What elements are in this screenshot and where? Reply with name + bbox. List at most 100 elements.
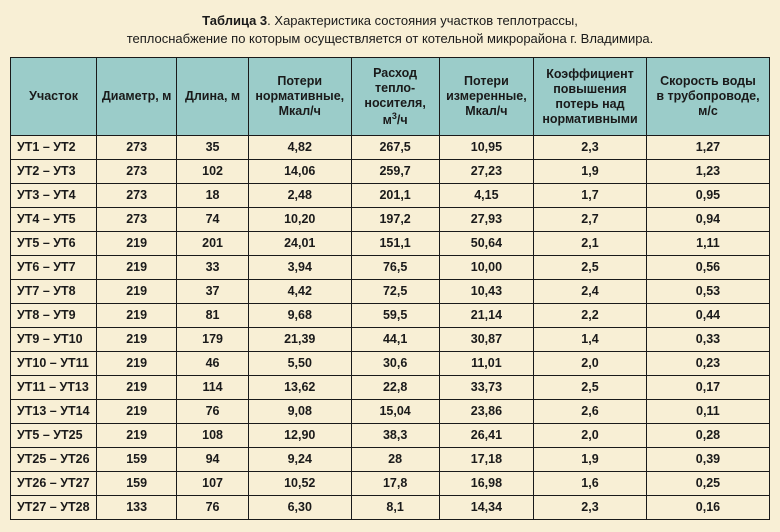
cell-value: 11,01 [439,352,533,376]
cell-value: 159 [97,448,177,472]
cell-value: 59,5 [351,304,439,328]
cell-value: 2,6 [534,400,647,424]
cell-value: 17,8 [351,472,439,496]
cell-value: 10,20 [248,208,351,232]
col-header-section: Участок [11,58,97,136]
cell-value: 2,5 [534,256,647,280]
cell-value: 76,5 [351,256,439,280]
table-row: УТ9 – УТ1021917921,3944,130,871,40,33 [11,328,770,352]
cell-value: 273 [97,208,177,232]
col-header-loss_norm: Потеринормативные,Мкал/ч [248,58,351,136]
cell-value: 94 [177,448,249,472]
cell-value: 2,0 [534,424,647,448]
cell-value: 35 [177,136,249,160]
cell-section: УТ9 – УТ10 [11,328,97,352]
cell-value: 1,6 [534,472,647,496]
cell-value: 0,16 [646,496,769,520]
cell-value: 9,24 [248,448,351,472]
col-header-loss_meas: Потериизмеренные,Мкал/ч [439,58,533,136]
cell-value: 0,28 [646,424,769,448]
cell-value: 1,9 [534,448,647,472]
cell-value: 30,6 [351,352,439,376]
cell-value: 76 [177,400,249,424]
col-header-coef: Коэффициентповышенияпотерь наднормативны… [534,58,647,136]
cell-value: 259,7 [351,160,439,184]
cell-value: 4,42 [248,280,351,304]
cell-section: УТ26 – УТ27 [11,472,97,496]
cell-value: 9,68 [248,304,351,328]
cell-value: 159 [97,472,177,496]
cell-section: УТ2 – УТ3 [11,160,97,184]
col-header-length: Длина, м [177,58,249,136]
cell-value: 1,11 [646,232,769,256]
cell-value: 0,94 [646,208,769,232]
cell-value: 108 [177,424,249,448]
cell-value: 2,48 [248,184,351,208]
cell-section: УТ5 – УТ6 [11,232,97,256]
cell-value: 26,41 [439,424,533,448]
cell-value: 219 [97,328,177,352]
cell-value: 5,50 [248,352,351,376]
table-row: УТ11 – УТ1321911413,6222,833,732,50,17 [11,376,770,400]
cell-value: 2,7 [534,208,647,232]
table-row: УТ27 – УТ28133766,308,114,342,30,16 [11,496,770,520]
cell-value: 10,43 [439,280,533,304]
table-row: УТ5 – УТ621920124,01151,150,642,11,11 [11,232,770,256]
table-caption: Таблица 3. Характеристика состояния учас… [10,12,770,47]
table-row: УТ2 – УТ327310214,06259,727,231,91,23 [11,160,770,184]
cell-value: 16,98 [439,472,533,496]
cell-value: 133 [97,496,177,520]
cell-value: 74 [177,208,249,232]
cell-value: 33 [177,256,249,280]
table-row: УТ4 – УТ52737410,20197,227,932,70,94 [11,208,770,232]
cell-value: 197,2 [351,208,439,232]
cell-value: 114 [177,376,249,400]
cell-value: 1,4 [534,328,647,352]
cell-section: УТ13 – УТ14 [11,400,97,424]
table-row: УТ13 – УТ14219769,0815,0423,862,60,11 [11,400,770,424]
cell-section: УТ10 – УТ11 [11,352,97,376]
col-header-diameter: Диаметр, м [97,58,177,136]
cell-section: УТ7 – УТ8 [11,280,97,304]
cell-value: 37 [177,280,249,304]
cell-value: 1,23 [646,160,769,184]
cell-value: 107 [177,472,249,496]
cell-value: 6,30 [248,496,351,520]
table-row: УТ6 – УТ7219333,9476,510,002,50,56 [11,256,770,280]
cell-value: 0,39 [646,448,769,472]
cell-value: 219 [97,232,177,256]
col-header-velocity: Скорость водыв трубопроводе,м/с [646,58,769,136]
cell-value: 27,93 [439,208,533,232]
cell-section: УТ5 – УТ25 [11,424,97,448]
cell-section: УТ27 – УТ28 [11,496,97,520]
cell-value: 2,5 [534,376,647,400]
cell-section: УТ4 – УТ5 [11,208,97,232]
cell-value: 46 [177,352,249,376]
cell-value: 273 [97,184,177,208]
cell-value: 81 [177,304,249,328]
data-table: УчастокДиаметр, мДлина, мПотеринормативн… [10,57,770,520]
cell-value: 0,44 [646,304,769,328]
cell-value: 38,3 [351,424,439,448]
cell-value: 0,53 [646,280,769,304]
cell-value: 1,7 [534,184,647,208]
table-row: УТ25 – УТ26159949,242817,181,90,39 [11,448,770,472]
table-number: Таблица 3 [202,13,267,28]
cell-section: УТ11 – УТ13 [11,376,97,400]
cell-value: 17,18 [439,448,533,472]
table-row: УТ10 – УТ11219465,5030,611,012,00,23 [11,352,770,376]
cell-value: 267,5 [351,136,439,160]
cell-value: 3,94 [248,256,351,280]
cell-value: 30,87 [439,328,533,352]
table-row: УТ5 – УТ2521910812,9038,326,412,00,28 [11,424,770,448]
cell-value: 2,1 [534,232,647,256]
table-row: УТ3 – УТ4273182,48201,14,151,70,95 [11,184,770,208]
table-row: УТ8 – УТ9219819,6859,521,142,20,44 [11,304,770,328]
cell-value: 0,33 [646,328,769,352]
cell-value: 2,3 [534,496,647,520]
cell-value: 151,1 [351,232,439,256]
cell-value: 102 [177,160,249,184]
table-row: УТ1 – УТ2273354,82267,510,952,31,27 [11,136,770,160]
cell-value: 179 [177,328,249,352]
cell-value: 219 [97,400,177,424]
